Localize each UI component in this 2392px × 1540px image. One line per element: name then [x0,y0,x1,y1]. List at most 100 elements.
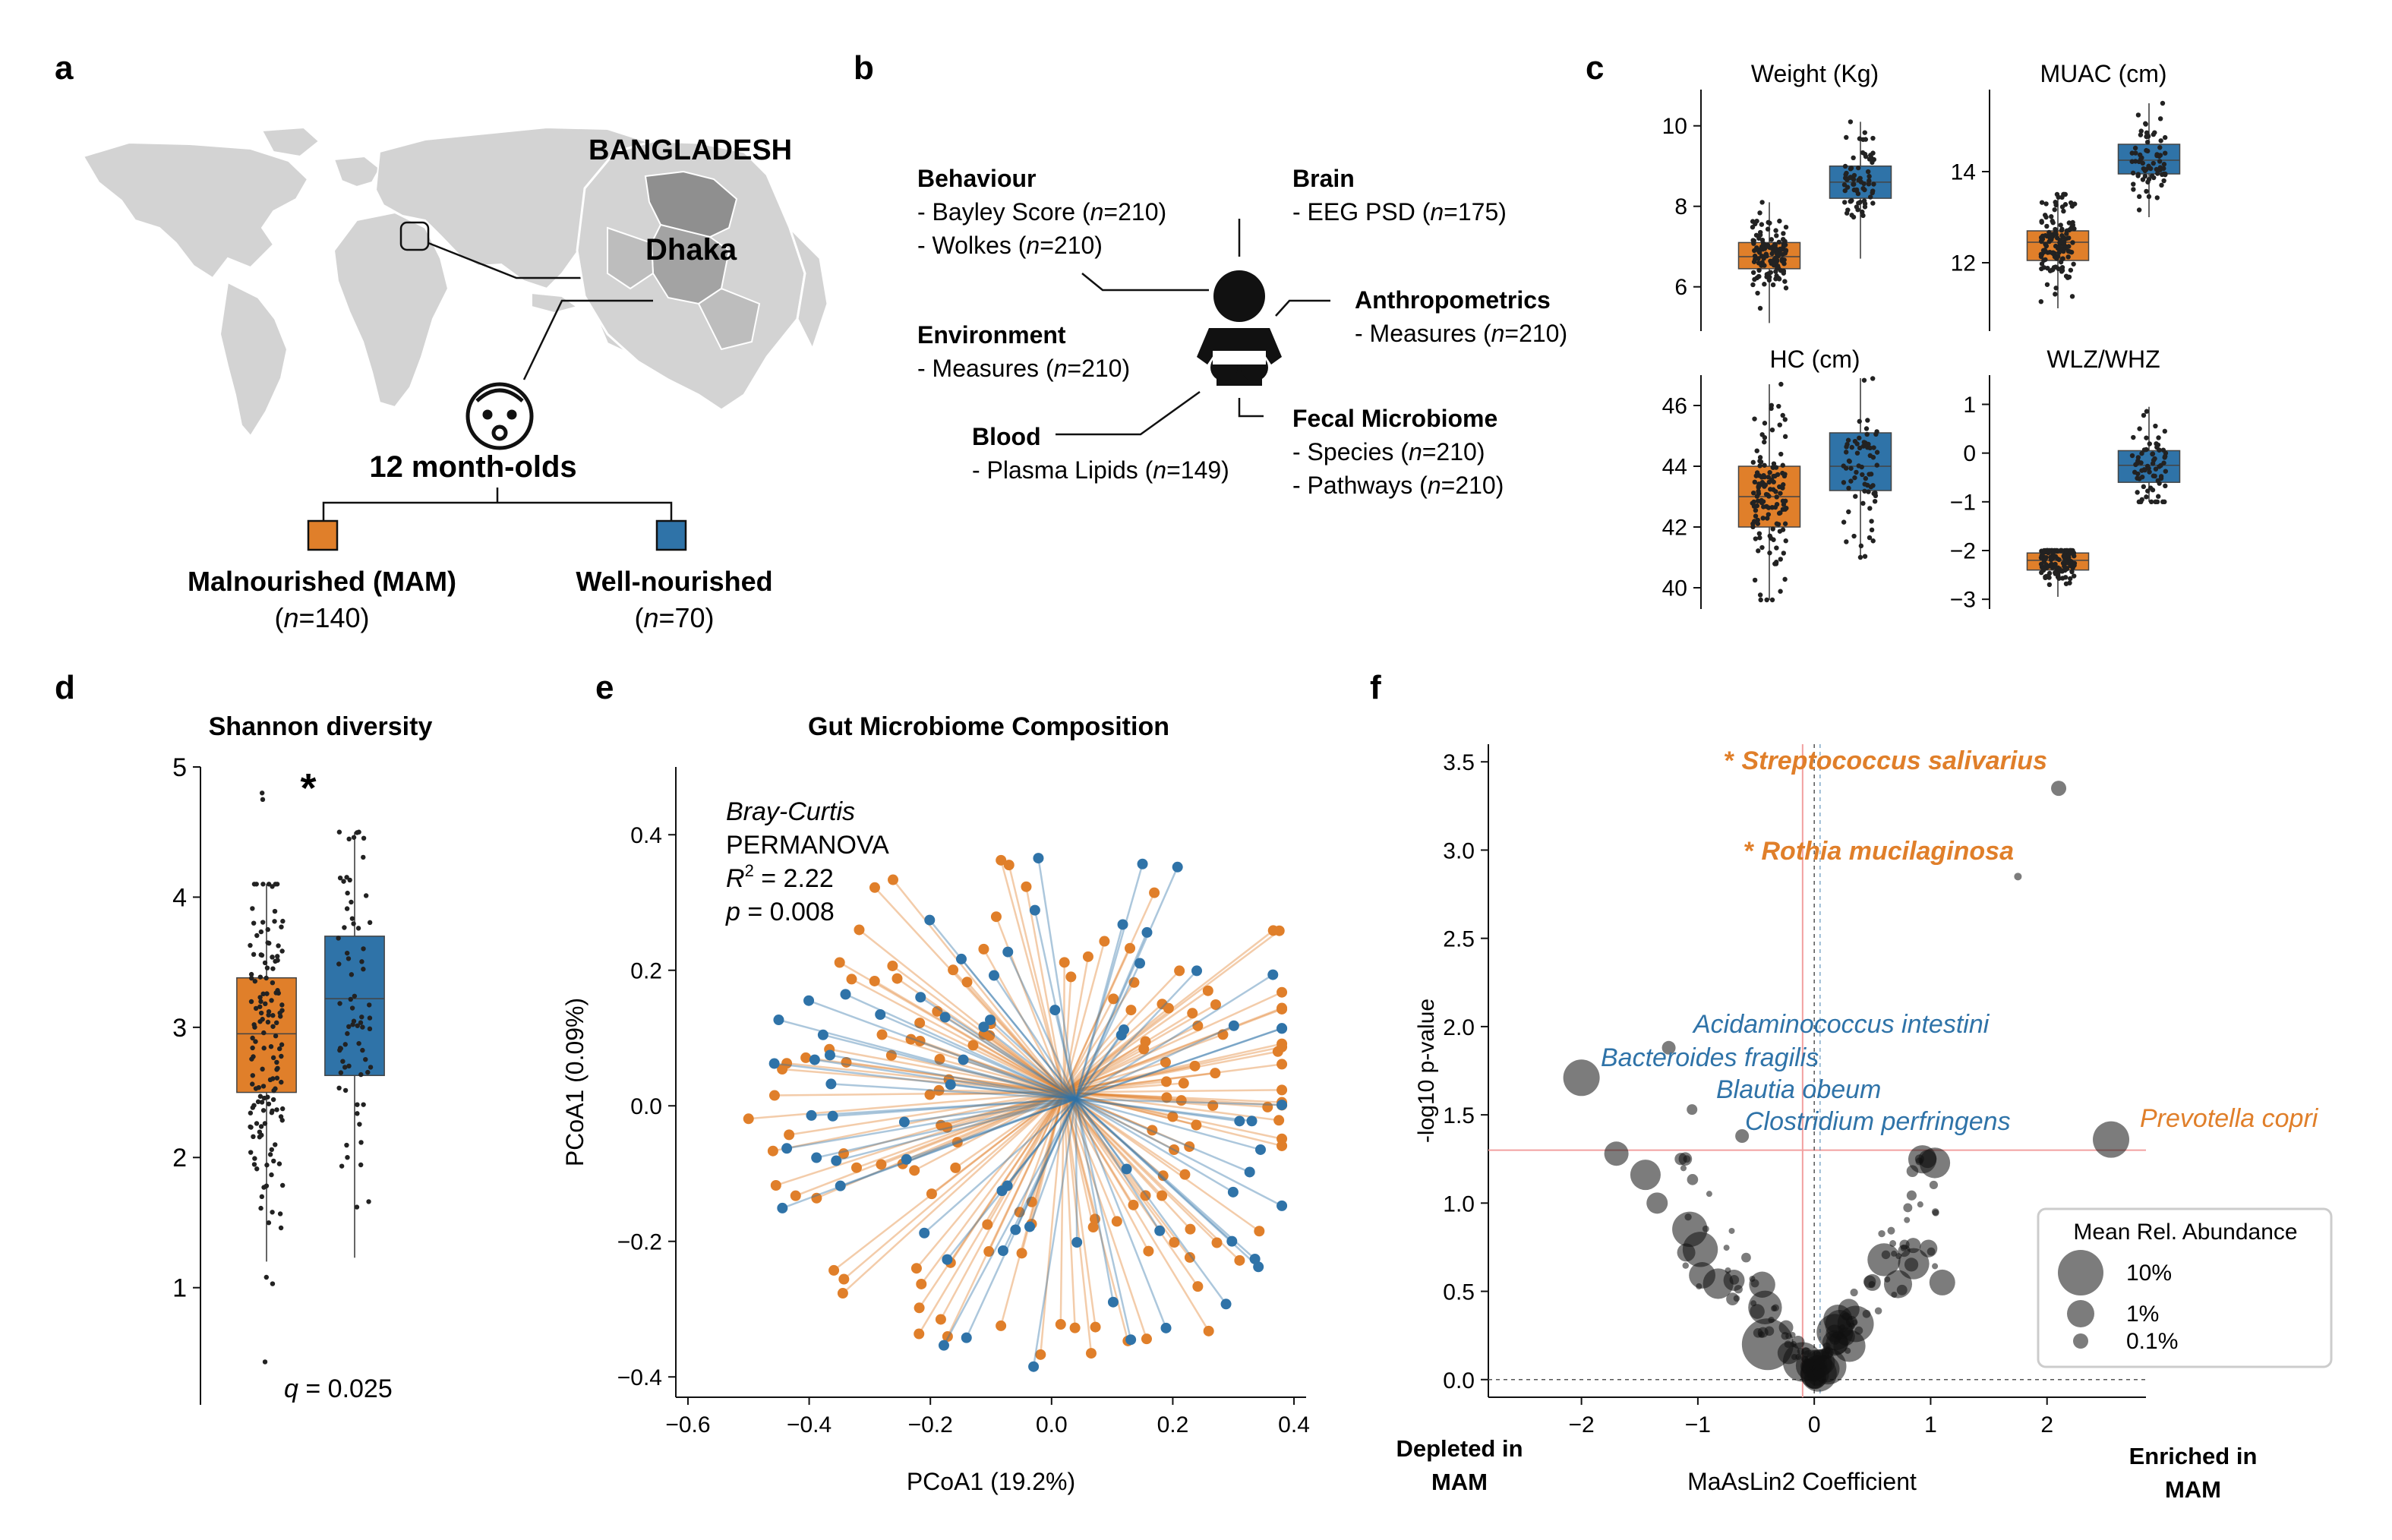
spider-line [1063,1008,1283,1093]
data-point [349,972,355,977]
data-point [1870,190,1875,196]
data-point [251,1022,257,1027]
data-point [2135,471,2141,477]
data-point [274,1107,279,1112]
feature-point [1862,1309,1871,1318]
data-point [2056,557,2062,563]
mam-point [935,1314,946,1325]
data-point [260,1084,267,1089]
mam-point [1276,1084,1288,1096]
spider-line [949,1091,1065,1264]
data-point [272,919,277,924]
y-tick-label: 3.5 [1443,750,1475,775]
data-point [1757,463,1762,469]
well-point [777,1202,788,1213]
data-point [257,974,263,980]
item-wolkes: - Wolkes (n=210) [917,232,1103,259]
data-point [2041,566,2046,571]
world-map [82,126,679,437]
mam-point [1157,999,1168,1010]
data-point [263,1001,268,1007]
data-point [1778,510,1783,516]
data-point [1780,498,1786,503]
group-n-mam: (n=140) [274,602,369,633]
r2-symbol: R [726,864,745,893]
spider-line [778,1018,1077,1100]
mam-point [1276,1059,1288,1070]
mam-point [934,1053,945,1065]
data-point [337,875,343,881]
data-point [2070,219,2075,226]
mam-swatch [307,519,339,551]
spider-line [1063,1091,1213,1107]
data-point [1750,459,1756,465]
data-point [254,1166,260,1172]
spider-line [1063,1091,1190,1148]
data-point [2050,220,2056,226]
labeled-point [1563,1059,1600,1097]
data-point [274,1067,279,1072]
well-point [809,1054,820,1065]
spider-line [939,1058,1065,1093]
spider-line [856,1091,1065,1169]
legend-marker [2073,1333,2088,1349]
spider-line [775,1091,1065,1187]
data-point [355,830,360,835]
spider-line [774,1091,1064,1097]
feature-point [1896,1284,1908,1295]
feature-point [1680,1165,1687,1172]
mam-point [1111,1216,1122,1227]
well-point [1246,1116,1258,1127]
p-value: = 0.008 [740,898,835,926]
item-env-measures: - Measures (n=210) [917,355,1130,382]
data-point [273,1034,279,1039]
data-point [1766,494,1772,499]
data-point [2039,200,2045,205]
mam-point [837,1288,848,1299]
data-point [2154,499,2160,505]
data-point [2060,241,2066,246]
mam-point [916,1278,927,1289]
spider-line [1001,1098,1077,1191]
mam-point [1267,925,1279,936]
group-name-mam: Malnourished (MAM) [188,566,456,597]
data-point [2144,409,2150,414]
data-point [355,1111,360,1116]
data-point [1773,228,1778,233]
labeled-point [2014,873,2022,881]
spider-line [786,1062,1064,1093]
x-tick-label: 1 [1924,1412,1937,1437]
species-label: * Rothia mucilaginosa [1744,837,2014,866]
data-point [1757,455,1763,460]
feature-point [1878,1229,1886,1238]
spider-line [1075,1027,1283,1100]
spider-line [1006,1098,1077,1187]
data-point [258,929,264,935]
data-point [1753,507,1759,513]
data-point [273,1020,279,1026]
y-tick-label: 1 [1963,393,1976,418]
data-point [2046,238,2052,245]
data-point [2056,266,2061,272]
data-point [1844,441,1850,447]
data-point [252,978,258,984]
well-point [835,1180,846,1191]
data-point [2048,562,2053,567]
data-point [1750,270,1756,276]
data-point [2150,451,2155,457]
data-point [1851,172,1857,178]
y-tick-label: 1 [172,1274,187,1303]
data-point [1778,381,1784,387]
data-point [1870,135,1876,141]
feature-point [1903,1203,1913,1213]
data-point [258,999,263,1005]
data-point [1780,412,1785,418]
spider-line [1063,1081,1167,1093]
data-point [1854,469,1859,475]
data-point [1780,462,1785,468]
data-point [2069,569,2075,575]
data-point [1777,529,1783,534]
data-point [1870,483,1876,488]
data-point [2063,581,2069,586]
